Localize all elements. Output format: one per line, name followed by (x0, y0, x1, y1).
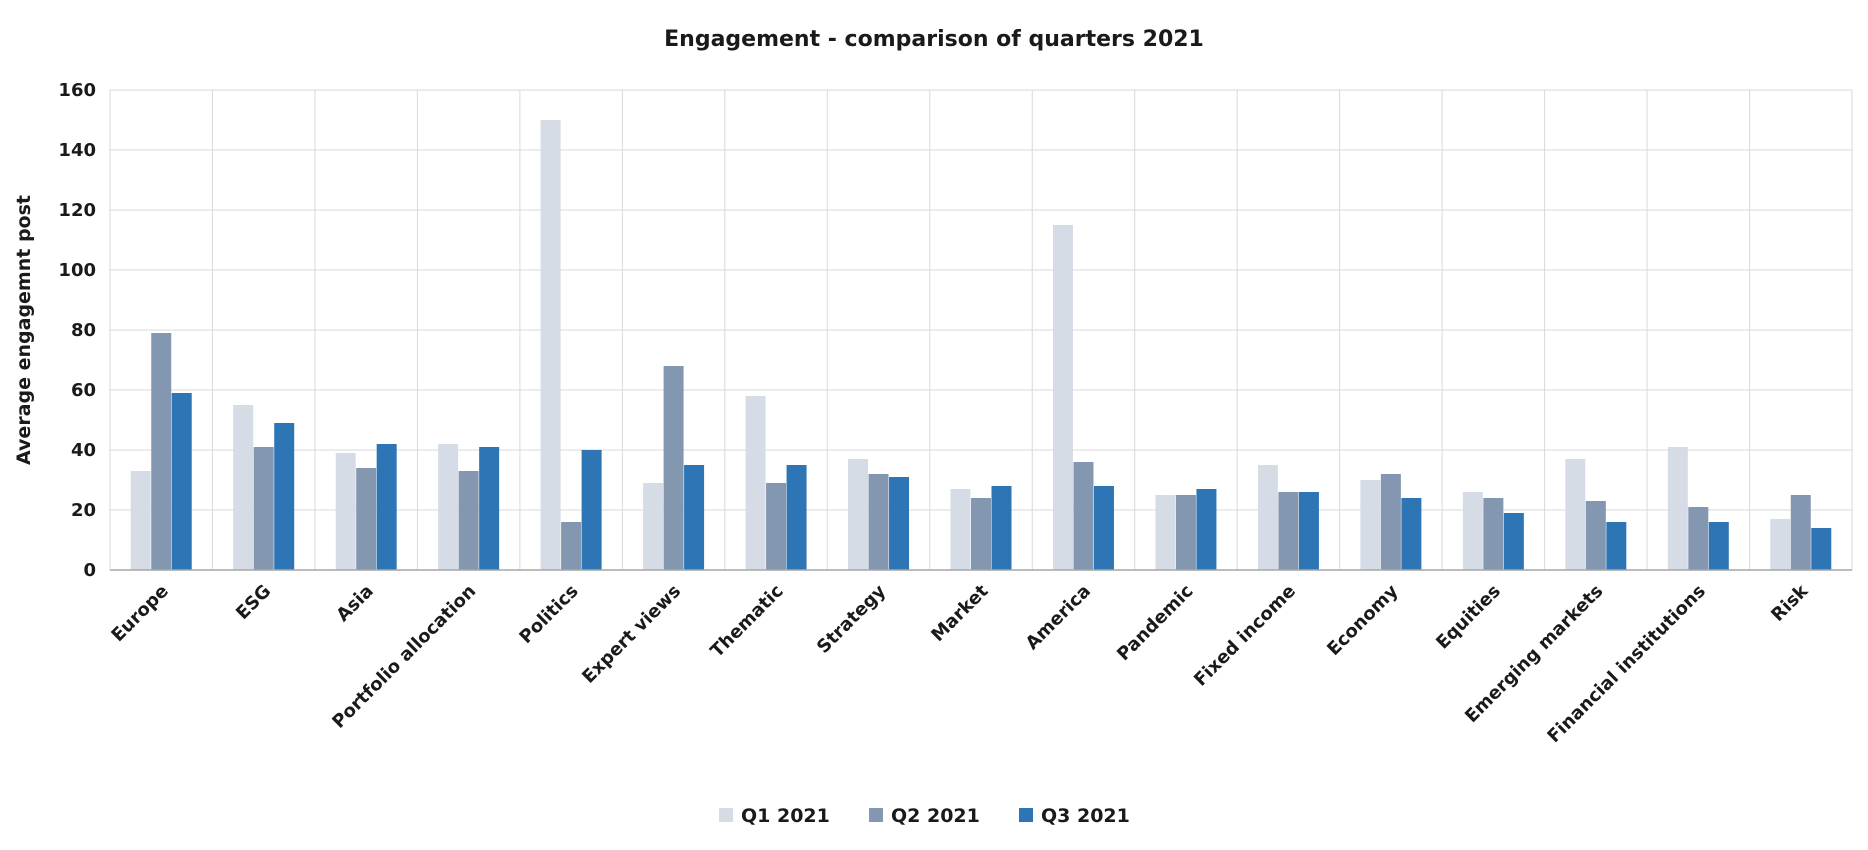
bar-q2-2021 (663, 366, 684, 570)
bar-q2-2021 (458, 471, 479, 570)
bar-q2-2021 (1278, 492, 1299, 570)
grid-layer (109, 89, 1853, 570)
bar-q2-2021 (1483, 498, 1504, 570)
legend-swatch (719, 808, 733, 822)
bar-q3-2021 (1401, 498, 1422, 570)
bar-q2-2021 (1688, 507, 1709, 570)
bar-q3-2021 (991, 486, 1012, 570)
legend: Q1 2021 Q2 2021 Q3 2021 (719, 805, 1130, 827)
bar-q2-2021 (1380, 474, 1401, 570)
bar-q2-2021 (766, 483, 787, 570)
bar-q2-2021 (1585, 501, 1606, 570)
bar-q1-2021 (1462, 492, 1483, 570)
bar-q3-2021 (274, 423, 295, 570)
y-tick-label: 120 (58, 200, 96, 221)
x-tick-label: Market (927, 580, 992, 645)
bar-q1-2021 (745, 396, 766, 570)
bar-q2-2021 (1175, 495, 1196, 570)
y-tick-label: 160 (58, 80, 96, 101)
bar-q2-2021 (868, 474, 889, 570)
bar-q1-2021 (1667, 447, 1688, 570)
bar-q1-2021 (1565, 459, 1586, 570)
bar-q3-2021 (786, 465, 807, 570)
legend-label: Q1 2021 (741, 805, 830, 827)
bar-q2-2021 (1073, 462, 1094, 570)
bar-q3-2021 (1298, 492, 1319, 570)
bar-q3-2021 (479, 447, 500, 570)
bar-q2-2021 (356, 468, 377, 570)
legend-label: Q3 2021 (1041, 805, 1130, 827)
x-tick-label: Pandemic (1113, 581, 1197, 665)
x-tick-label: ESG (232, 581, 275, 624)
x-tick-label: Equities (1432, 581, 1505, 654)
bar-q1-2021 (540, 120, 561, 570)
bar-q3-2021 (581, 450, 602, 570)
y-tick-label: 0 (83, 560, 96, 581)
y-tick-label: 140 (58, 140, 96, 161)
legend-item: Q1 2021 (719, 805, 830, 827)
x-tick-label: Economy (1323, 581, 1402, 660)
bar-q3-2021 (889, 477, 910, 570)
bar-q3-2021 (1811, 528, 1832, 570)
x-tick-label: Fixed income (1190, 581, 1300, 691)
bar-q1-2021 (233, 405, 254, 570)
bar-q2-2021 (151, 333, 172, 570)
bar-q3-2021 (376, 444, 397, 570)
bar-q3-2021 (1606, 522, 1627, 570)
x-tick-label: Strategy (813, 581, 890, 658)
bar-q1-2021 (848, 459, 869, 570)
x-tick-label: Expert views (578, 581, 685, 688)
bar-q3-2021 (1196, 489, 1217, 570)
bar-q1-2021 (1155, 495, 1176, 570)
bar-q1-2021 (335, 453, 356, 570)
bar-q2-2021 (561, 522, 582, 570)
legend-swatch (1019, 808, 1033, 822)
x-tick-label: Politics (515, 581, 582, 648)
x-tick-label: Thematic (707, 581, 788, 662)
bars-layer (130, 120, 1832, 570)
legend-item: Q3 2021 (1019, 805, 1130, 827)
legend-label: Q2 2021 (891, 805, 980, 827)
bar-q3-2021 (1503, 513, 1524, 570)
bar-q3-2021 (1708, 522, 1729, 570)
bar-q1-2021 (1052, 225, 1073, 570)
y-tick-label: 80 (71, 320, 96, 341)
bar-q1-2021 (950, 489, 971, 570)
y-axis-title: Average engagemnt post (13, 195, 35, 465)
bar-q1-2021 (643, 483, 664, 570)
y-tick-label: 100 (58, 260, 96, 281)
bar-q3-2021 (171, 393, 192, 570)
bar-q1-2021 (1360, 480, 1381, 570)
x-tick-label: Asia (332, 581, 377, 626)
x-tick-label: Europe (107, 581, 172, 646)
bar-q3-2021 (1093, 486, 1114, 570)
legend-swatch (869, 808, 883, 822)
x-tick-label: America (1022, 581, 1095, 654)
legend-item: Q2 2021 (869, 805, 980, 827)
bar-q1-2021 (1770, 519, 1791, 570)
bar-q1-2021 (1257, 465, 1278, 570)
x-tick-label: Risk (1767, 580, 1813, 626)
bar-q2-2021 (1790, 495, 1811, 570)
chart-title: Engagement - comparison of quarters 2021 (664, 27, 1204, 52)
y-tick-label: 60 (71, 380, 96, 401)
bar-q1-2021 (438, 444, 459, 570)
bar-q3-2021 (684, 465, 705, 570)
bar-q1-2021 (130, 471, 151, 570)
bar-q2-2021 (253, 447, 274, 570)
y-tick-label: 40 (71, 440, 96, 461)
bar-q2-2021 (971, 498, 991, 570)
y-tick-label: 20 (71, 500, 96, 521)
